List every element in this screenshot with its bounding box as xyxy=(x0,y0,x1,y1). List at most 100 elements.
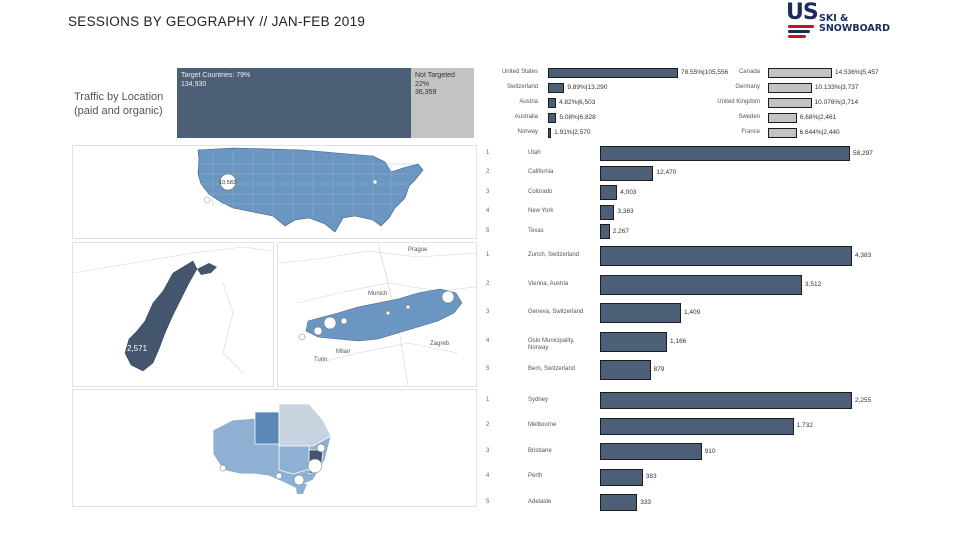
treemap-not-targeted[interactable]: Not Targeted 22% 36,359 xyxy=(411,68,474,138)
europe-city-bar[interactable] xyxy=(600,274,802,295)
australia-city-label: Melbourne xyxy=(528,422,557,428)
europe-city-bar[interactable] xyxy=(600,360,651,380)
state-bar[interactable] xyxy=(600,165,654,181)
country-bar[interactable] xyxy=(768,83,812,93)
state-bar[interactable] xyxy=(600,224,610,239)
state-bar[interactable] xyxy=(600,204,615,220)
country-bar[interactable] xyxy=(548,68,678,78)
europe-city-bar[interactable] xyxy=(600,303,681,323)
treemap-targeted[interactable]: Target Countries: 79% 134,930 xyxy=(177,68,411,138)
europe-map: Prague Munich Zagreb Milan Turin xyxy=(278,243,476,386)
europe-city-value: 3,512 xyxy=(804,280,822,288)
country-label: Norway xyxy=(517,129,538,135)
treemap-label-line2: (paid and organic) xyxy=(74,105,163,117)
australia-city-label: Sydney xyxy=(528,396,549,403)
treemap-label-line1: Traffic by Location xyxy=(74,91,164,103)
australia-city-value: 910 xyxy=(704,447,716,455)
treemap-not-targeted-name: Not Targeted xyxy=(415,72,455,79)
country-bar[interactable] xyxy=(548,113,557,123)
europe-city-rank: 5 xyxy=(486,366,490,372)
state-rank: 4 xyxy=(486,208,490,214)
country-bar[interactable] xyxy=(768,113,797,123)
state-bar[interactable] xyxy=(600,185,618,200)
country-label: Sweden xyxy=(738,114,760,120)
country-bar[interactable] xyxy=(768,128,797,138)
country-value: 78.55%|105,556 xyxy=(681,69,729,76)
country-bar[interactable] xyxy=(548,98,556,108)
state-label: Colorado xyxy=(528,188,553,195)
country-bar[interactable] xyxy=(548,128,552,138)
state-value: 2,267 xyxy=(612,227,629,235)
state-label: California xyxy=(528,169,554,175)
country-value: 5.08%|6,828 xyxy=(559,114,596,121)
country-label: United States xyxy=(501,69,538,75)
europe-city-rank: 3 xyxy=(486,309,490,315)
treemap-label: Traffic by Location (paid and organic) xyxy=(74,90,163,118)
treemap-targeted-pct: 79% xyxy=(236,72,251,79)
state-value: 3,363 xyxy=(617,208,634,215)
europe-city-rank: 4 xyxy=(486,337,490,344)
australia-city-label: Perth xyxy=(528,473,543,479)
australia-map-panel[interactable] xyxy=(72,389,477,507)
australia-city-rank: 4 xyxy=(486,473,490,479)
country-value: 9.89%|13,290 xyxy=(567,84,608,91)
country-label: France xyxy=(741,129,760,135)
europe-city-label: Bern, Switzerland xyxy=(528,366,576,372)
country-label: Switzerland xyxy=(506,84,538,90)
australia-city-rank: 2 xyxy=(486,422,490,428)
europe-map-panel[interactable]: Prague Munich Zagreb Milan Turin xyxy=(277,242,477,387)
country-value: 1.91%|2,570 xyxy=(554,129,591,136)
logo-line2: SNOWBOARD xyxy=(819,23,890,34)
europe-city-value: 4,383 xyxy=(855,252,872,259)
logo-stripes xyxy=(788,25,816,41)
country-bar[interactable] xyxy=(768,68,832,78)
europe-city-bar[interactable] xyxy=(600,246,852,266)
australia-city-bar[interactable] xyxy=(600,443,702,460)
country-value: 4.82%|6,503 xyxy=(559,99,596,106)
us-map-panel[interactable]: 10,583 xyxy=(72,145,477,239)
country-value: 6.68%|2,461 xyxy=(799,114,837,121)
australia-city-rank: 3 xyxy=(486,447,490,454)
europe-city-value: 1,166 xyxy=(670,337,687,345)
australia-city-bar[interactable] xyxy=(600,494,638,511)
treemap-not-targeted-pct: 22% xyxy=(415,80,430,88)
australia-city-rank: 1 xyxy=(486,396,490,403)
city-munich: Munich xyxy=(368,291,387,297)
australia-city-bar[interactable] xyxy=(600,468,643,486)
state-value: 12,470 xyxy=(656,169,677,176)
country-value: 10.076%|3,714 xyxy=(814,99,859,106)
state-rank: 1 xyxy=(486,149,490,156)
state-rank: 2 xyxy=(486,169,490,175)
city-zagreb: Zagreb xyxy=(430,341,450,347)
logo-us: US xyxy=(786,0,819,25)
state-rank: 5 xyxy=(486,227,490,234)
country-bar[interactable] xyxy=(768,98,812,108)
australia-city-bar[interactable] xyxy=(600,392,852,409)
norway-map-panel[interactable]: 2,571 xyxy=(72,242,274,387)
logo-line1: SKI & xyxy=(819,13,849,24)
traffic-treemap: Target Countries: 79% 134,930 Not Target… xyxy=(177,68,474,138)
treemap-targeted-value: 134,930 xyxy=(181,80,207,88)
city-turin: Turin xyxy=(314,357,327,363)
state-bar[interactable] xyxy=(600,146,850,161)
country-label: Canada xyxy=(738,69,760,75)
australia-city-value: 383 xyxy=(645,473,657,480)
australia-city-value: 1,732 xyxy=(796,422,813,429)
us-ski-snowboard-logo: US SKI & SNOWBOARD xyxy=(786,0,898,44)
norway-map: 2,571 xyxy=(73,246,273,374)
europe-city-label: Oslo Municipality, Norway xyxy=(528,337,575,351)
australia-city-rank: 5 xyxy=(486,498,490,505)
europe-city-bar[interactable] xyxy=(600,331,668,352)
australia-city-value: 2,255 xyxy=(855,396,872,404)
europe-city-rank: 2 xyxy=(486,280,490,287)
country-label: Germany xyxy=(735,84,760,90)
australia-city-bar[interactable] xyxy=(600,417,794,435)
country-value: 10.133%|3,737 xyxy=(814,84,859,91)
country-bar[interactable] xyxy=(548,83,565,93)
state-label: Utah xyxy=(528,149,541,156)
europe-city-label: Zurich, Switzerland xyxy=(528,252,580,258)
state-label: New York xyxy=(528,208,554,214)
us-bubble-label: 10,583 xyxy=(219,180,236,186)
country-value: 6.644%|2,440 xyxy=(799,129,840,136)
europe-city-label: Vienna, Austria xyxy=(528,280,569,287)
